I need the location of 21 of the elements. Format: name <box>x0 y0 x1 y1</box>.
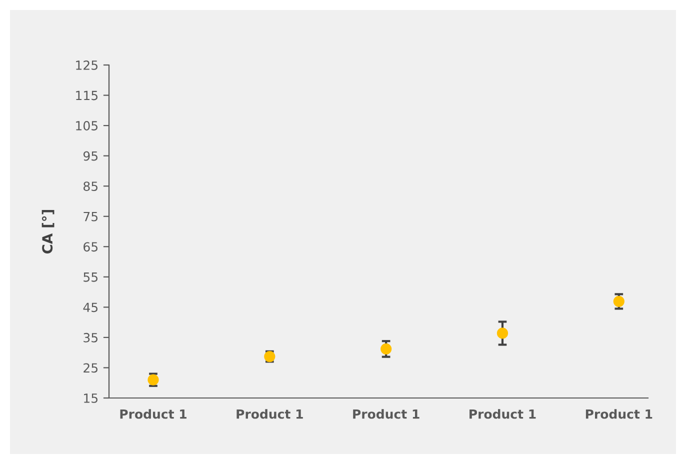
y-tick-label: 125 <box>76 60 98 70</box>
x-tick-label: Product 1 <box>586 409 652 419</box>
y-tick-label: 115 <box>76 90 98 100</box>
x-tick-label: Product 1 <box>470 409 536 419</box>
y-tick-label: 15 <box>84 394 98 403</box>
y-tick-label: 65 <box>84 242 98 252</box>
y-tick-label: 25 <box>84 363 98 373</box>
y-tick-label: 35 <box>84 332 98 342</box>
y-tick-label: 105 <box>76 121 98 130</box>
x-tick-label: Product 1 <box>236 409 303 419</box>
y-tick-label: 55 <box>84 272 98 282</box>
point <box>496 328 508 339</box>
y-tick-label: 75 <box>84 212 98 222</box>
y-tick-label: 95 <box>83 151 98 161</box>
x-tick-label: Product 1 <box>120 409 186 419</box>
point <box>613 296 624 307</box>
y-tick-label: 85 <box>84 182 98 192</box>
y-tick-label: 45 <box>83 302 98 312</box>
y-axis-title: CA [°] <box>42 210 54 254</box>
x-tick-label: Product 1 <box>353 409 420 419</box>
point <box>380 343 392 355</box>
